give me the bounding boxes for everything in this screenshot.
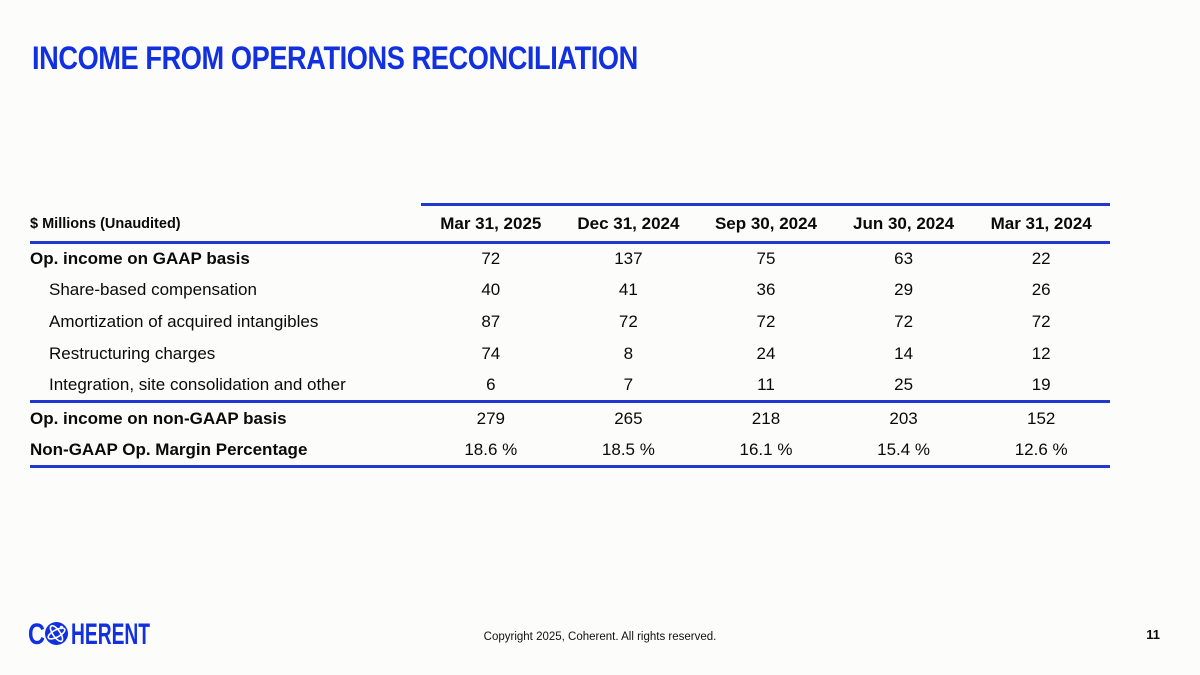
cell-value: 8 [623, 343, 634, 363]
table-subtotal-rule [30, 400, 1110, 403]
cell-value: 87 [481, 311, 501, 331]
cell-value: 15.4 % [877, 439, 931, 459]
globe-orbit-icon [45, 622, 68, 645]
row-label: Share-based compensation [49, 280, 257, 300]
cell-value: 72 [894, 311, 914, 331]
cell-value: 265 [614, 408, 643, 428]
row-label: Integration, site consolidation and othe… [49, 375, 346, 395]
cell-value: 12.6 % [1014, 439, 1068, 459]
cell-value: 152 [1026, 408, 1056, 428]
table-summary: Op. income on non-GAAP basis 279 265 218 203… [30, 403, 1110, 465]
cell-value: 75 [756, 248, 776, 268]
table-row: Restructuring charges 74 8 24 14 12 [30, 338, 1110, 370]
table-row: Integration, site consolidation and othe… [30, 369, 1110, 401]
column-header: Mar 31, 2024 [990, 213, 1092, 233]
cell-value: 18.6 % [464, 439, 518, 459]
cell-value: 26 [1031, 280, 1051, 300]
cell-value: 137 [614, 248, 643, 268]
page-number: 11 [1146, 627, 1160, 642]
row-label: Non-GAAP Op. Margin Percentage [30, 439, 308, 459]
table-row: Op. income on non-GAAP basis 279 265 218 203… [30, 403, 1110, 434]
cell-value: 279 [476, 408, 505, 428]
cell-value: 203 [889, 408, 918, 428]
table-header-rule [30, 241, 1110, 244]
cell-value: 24 [756, 343, 776, 363]
table-row: Amortization of acquired intangibles 87 72… [30, 306, 1110, 338]
cell-value: 19 [1031, 375, 1051, 395]
column-header: Sep 30, 2024 [714, 213, 818, 233]
table-header-row: $ Millions (Unaudited) Mar 31, 2025 Dec 3… [30, 206, 1110, 241]
coherent-logo-graphic: C HERENT [28, 618, 150, 651]
table-row: Non-GAAP Op. Margin Percentage 18.6 % 18.5… [30, 434, 1110, 465]
table-row: Op. income on GAAP basis 72 137 75 63 22 [30, 243, 1110, 275]
reconciliation-table: $ Millions (Unaudited) Mar 31, 2025 Dec 3… [30, 203, 1110, 469]
cell-value: 14 [894, 343, 914, 363]
table-top-rule [421, 203, 1110, 206]
coherent-logo: C HERENT [28, 616, 153, 657]
logo-text-c: C [28, 618, 45, 651]
cell-value: 72 [1031, 311, 1051, 331]
cell-value: 12 [1031, 343, 1051, 363]
unit-label: $ Millions (Unaudited) [30, 215, 181, 232]
cell-value: 18.5 % [601, 439, 655, 459]
cell-value: 25 [894, 375, 914, 395]
cell-value: 40 [481, 280, 501, 300]
logo-text-herent: HERENT [71, 618, 150, 651]
table-bottom-rule [30, 465, 1110, 468]
row-label: Amortization of acquired intangibles [49, 311, 319, 331]
cell-value: 16.1 % [739, 439, 793, 459]
cell-value: 11 [757, 375, 775, 395]
cell-value: 41 [618, 280, 638, 300]
cell-value: 218 [751, 408, 781, 428]
copyright-text: Copyright 2025, Coherent. All rights res… [483, 631, 717, 643]
cell-value: 72 [618, 311, 638, 331]
page-title: INCOME FROM OPERATIONS RECONCILIATION [32, 40, 638, 76]
cell-value: 72 [481, 248, 501, 268]
row-label: Restructuring charges [49, 343, 216, 363]
cell-value: 74 [481, 343, 501, 363]
cell-value: 22 [1031, 248, 1051, 268]
table-body: Op. income on GAAP basis 72 137 75 63 22 Share… [30, 243, 1110, 401]
row-label: Op. income on GAAP basis [30, 248, 250, 268]
cell-value: 6 [486, 375, 496, 395]
cell-value: 7 [623, 375, 634, 395]
cell-value: 36 [756, 280, 776, 300]
column-header: Mar 31, 2025 [440, 213, 542, 233]
column-header: Dec 31, 2024 [577, 213, 680, 233]
row-label: Op. income on non-GAAP basis [30, 408, 287, 428]
cell-value: 63 [894, 248, 914, 268]
column-header: Jun 30, 2024 [853, 213, 955, 233]
cell-value: 29 [894, 280, 914, 300]
cell-value: 72 [756, 311, 776, 331]
table-row: Share-based compensation 40 41 36 29 26 [30, 275, 1110, 307]
